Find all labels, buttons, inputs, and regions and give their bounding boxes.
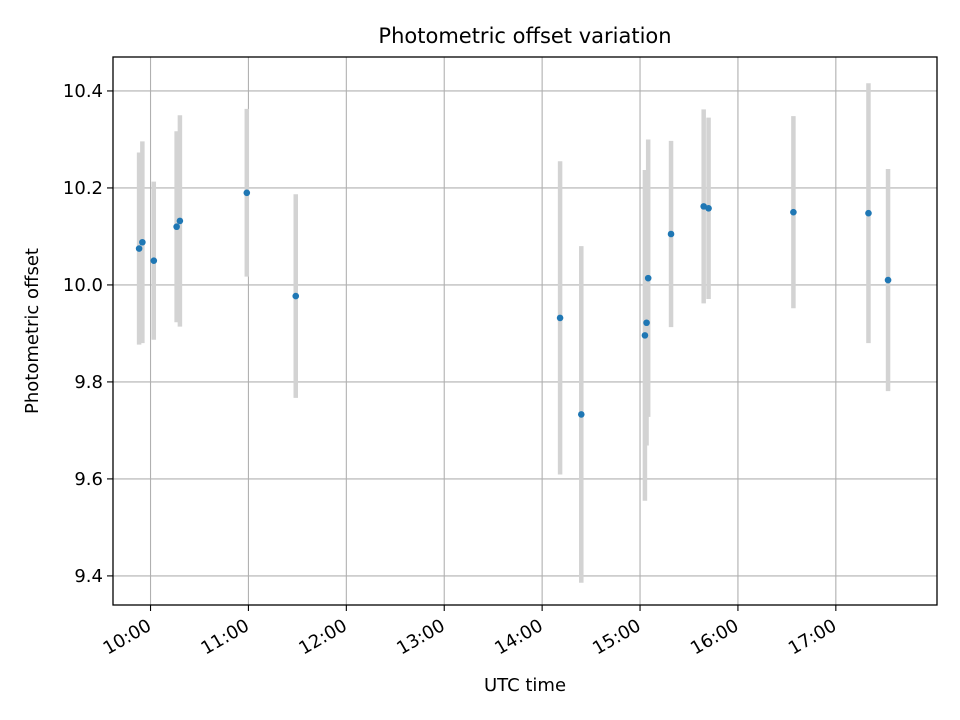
data-point [173, 223, 180, 231]
y-tick-label: 9.4 [74, 566, 103, 587]
plot-frame [112, 56, 938, 606]
chart-title: Photometric offset variation [378, 24, 671, 48]
y-tick-label: 10.2 [63, 178, 103, 199]
data-point [135, 245, 143, 252]
data-point [644, 274, 652, 282]
x-axis-label: UTC time [484, 675, 566, 696]
data-points [135, 189, 892, 418]
data-point [667, 230, 675, 238]
y-axis-label: Photometric offset [22, 248, 43, 414]
y-tick-label: 10.0 [63, 275, 103, 296]
data-point [139, 238, 146, 246]
data-point [577, 411, 585, 418]
data-point [556, 314, 564, 322]
data-point [641, 332, 649, 339]
data-point [292, 292, 300, 300]
y-tick-label: 10.4 [63, 81, 103, 102]
grid-lines [113, 57, 937, 605]
y-tick-label: 9.8 [74, 372, 103, 393]
data-point [790, 208, 797, 216]
y-tick-label: 9.6 [74, 469, 103, 490]
y-axis-ticks: 9.4 9.6 9.8 10.0 10.2 10.4 [63, 81, 113, 587]
data-point [705, 205, 712, 212]
data-point [884, 276, 892, 284]
data-point [243, 189, 251, 197]
data-point [643, 319, 650, 327]
data-point [150, 257, 158, 264]
data-point [176, 217, 184, 225]
data-point [865, 209, 872, 217]
